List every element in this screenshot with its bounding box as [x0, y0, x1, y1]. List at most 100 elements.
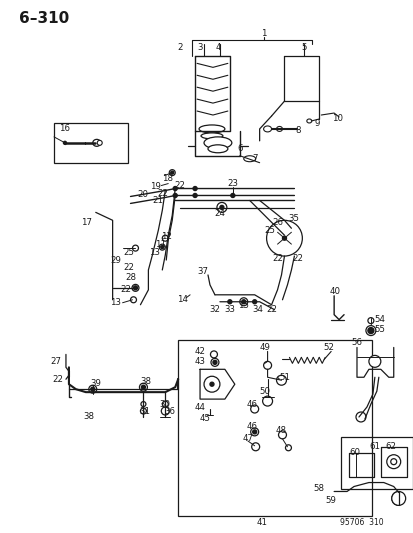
Bar — [340, 437, 412, 489]
Text: 44: 44 — [194, 402, 205, 411]
Ellipse shape — [201, 133, 222, 139]
Circle shape — [391, 491, 405, 505]
Text: 38: 38 — [140, 377, 151, 386]
Text: 23: 23 — [227, 179, 238, 188]
Circle shape — [230, 193, 234, 197]
Circle shape — [390, 459, 396, 465]
Text: 22: 22 — [123, 263, 134, 272]
Text: 15: 15 — [237, 301, 249, 310]
Circle shape — [282, 236, 286, 240]
Circle shape — [132, 285, 139, 292]
Ellipse shape — [263, 126, 271, 132]
Text: 6: 6 — [237, 144, 242, 154]
Ellipse shape — [243, 156, 255, 161]
Text: 48: 48 — [275, 426, 286, 435]
Circle shape — [209, 382, 214, 386]
Text: 61: 61 — [368, 442, 380, 451]
Ellipse shape — [207, 145, 227, 153]
Text: 22: 22 — [120, 285, 131, 294]
Text: 10: 10 — [331, 115, 342, 124]
Text: 4: 4 — [215, 43, 220, 52]
Text: 21: 21 — [152, 196, 164, 205]
Text: 38: 38 — [83, 413, 94, 422]
Ellipse shape — [199, 125, 224, 133]
Text: 6–310: 6–310 — [19, 11, 69, 26]
Circle shape — [192, 193, 197, 197]
Circle shape — [141, 385, 145, 389]
Circle shape — [173, 187, 177, 190]
Circle shape — [173, 193, 177, 197]
Circle shape — [212, 360, 216, 365]
Text: 56: 56 — [351, 338, 362, 347]
Circle shape — [162, 401, 168, 407]
Circle shape — [160, 246, 164, 248]
Text: 14: 14 — [176, 295, 187, 304]
Circle shape — [216, 203, 226, 212]
Text: 55: 55 — [373, 325, 385, 334]
Text: 39: 39 — [90, 379, 101, 387]
Circle shape — [367, 318, 373, 324]
Circle shape — [140, 408, 146, 414]
Text: 45: 45 — [199, 415, 210, 424]
Circle shape — [241, 300, 245, 304]
Circle shape — [227, 300, 231, 304]
Text: 5: 5 — [301, 43, 306, 52]
Text: 2: 2 — [177, 43, 183, 52]
Text: 19: 19 — [150, 182, 160, 191]
Text: 58: 58 — [313, 484, 324, 493]
Circle shape — [252, 300, 256, 304]
Text: 22: 22 — [271, 254, 282, 263]
Text: 13: 13 — [149, 248, 159, 256]
Text: 41: 41 — [256, 518, 266, 527]
Circle shape — [250, 428, 258, 436]
Text: 18: 18 — [161, 174, 172, 183]
Circle shape — [133, 286, 137, 290]
Circle shape — [130, 297, 136, 303]
Text: 51: 51 — [278, 373, 289, 382]
Bar — [178, 340, 371, 516]
Circle shape — [88, 385, 97, 393]
Text: 46: 46 — [246, 423, 256, 431]
Text: 22: 22 — [291, 254, 302, 263]
Text: 7: 7 — [252, 154, 257, 163]
Circle shape — [365, 326, 375, 336]
Text: 25: 25 — [263, 226, 274, 235]
Text: 54: 54 — [373, 315, 385, 324]
Circle shape — [368, 356, 380, 367]
Text: 22: 22 — [157, 189, 169, 198]
Ellipse shape — [276, 126, 282, 132]
Text: 20: 20 — [137, 190, 147, 199]
Circle shape — [211, 358, 218, 366]
Text: 1: 1 — [260, 29, 266, 38]
Text: 60: 60 — [349, 448, 360, 457]
Circle shape — [250, 405, 258, 413]
Circle shape — [386, 455, 400, 469]
Text: 3: 3 — [197, 43, 202, 52]
Circle shape — [90, 387, 95, 391]
Text: 47: 47 — [242, 434, 253, 443]
Ellipse shape — [93, 139, 100, 147]
Ellipse shape — [204, 137, 231, 149]
Ellipse shape — [306, 119, 311, 123]
Circle shape — [367, 328, 373, 334]
Text: 8: 8 — [295, 126, 300, 135]
Text: 50: 50 — [259, 386, 269, 395]
Text: 16: 16 — [59, 124, 70, 133]
Circle shape — [204, 376, 219, 392]
Text: 24: 24 — [214, 209, 225, 218]
Text: 22: 22 — [174, 181, 185, 190]
Circle shape — [252, 430, 256, 434]
Circle shape — [132, 245, 138, 251]
Circle shape — [210, 351, 217, 358]
Text: 31: 31 — [139, 407, 150, 416]
Circle shape — [139, 383, 147, 391]
Circle shape — [239, 298, 247, 306]
Text: 62: 62 — [385, 442, 395, 451]
Text: 59: 59 — [325, 496, 336, 505]
Text: 37: 37 — [197, 268, 208, 277]
Text: 29: 29 — [110, 255, 121, 264]
Circle shape — [262, 396, 272, 406]
Circle shape — [251, 443, 259, 451]
Circle shape — [159, 244, 165, 250]
Text: 36: 36 — [164, 407, 176, 416]
